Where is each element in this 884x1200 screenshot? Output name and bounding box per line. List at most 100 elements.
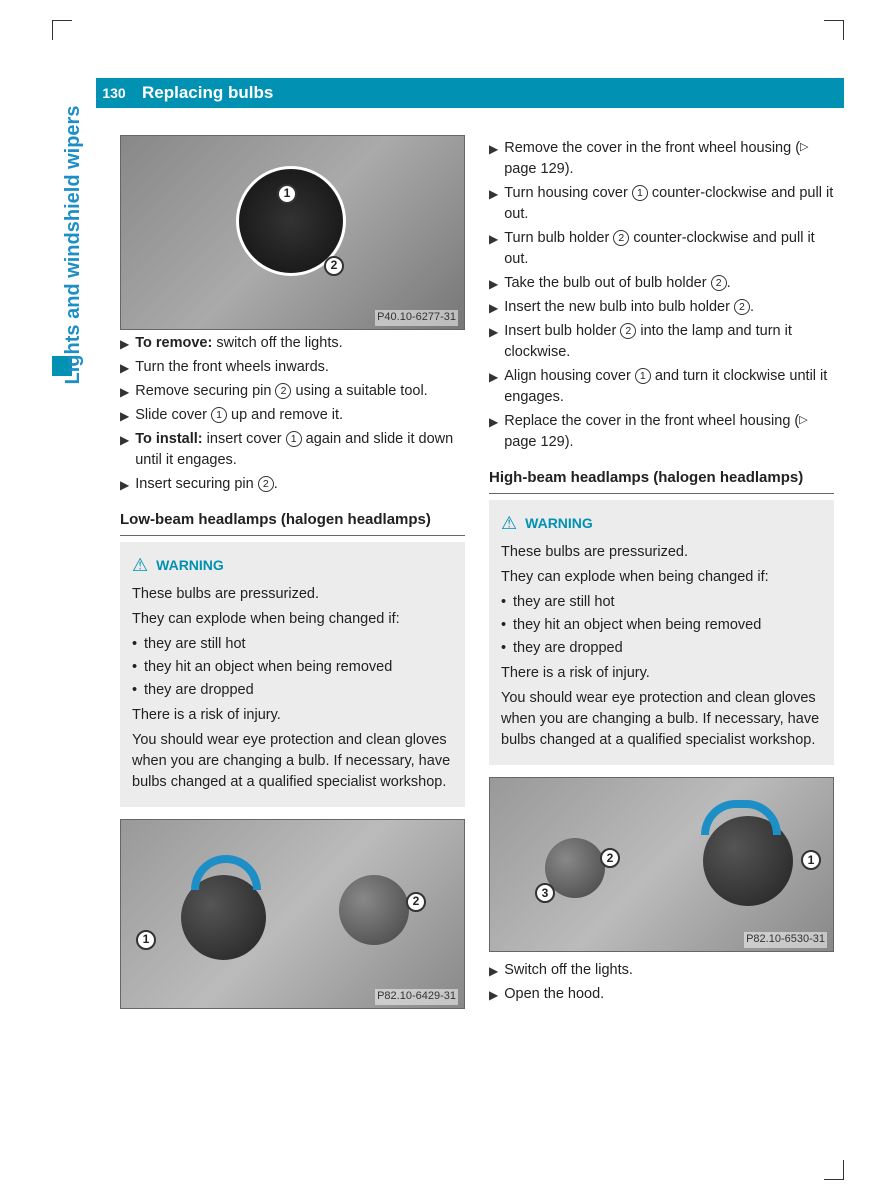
step-item: ▶Slide cover 1 up and remove it. xyxy=(120,405,465,426)
step-text: Replace the cover in the front wheel hou… xyxy=(504,413,799,429)
warning-box: ⚠ WARNING These bulbs are pressurized. T… xyxy=(120,542,465,807)
step-text: page 129). xyxy=(504,434,573,450)
figure-label: P82.10-6530-31 xyxy=(744,932,827,948)
warning-text: There is a risk of injury. xyxy=(132,705,453,726)
ref-2: 2 xyxy=(620,323,636,339)
warning-li: they are dropped xyxy=(132,680,453,701)
callout-1: 1 xyxy=(136,930,156,950)
step-text: Slide cover xyxy=(135,407,211,423)
warning-text: These bulbs are pressurized. xyxy=(501,542,822,563)
step-item: ▶Align housing cover 1 and turn it clock… xyxy=(489,366,834,408)
figure-low-beam: 1 2 P82.10-6429-31 xyxy=(120,819,465,1009)
ref-1: 1 xyxy=(632,185,648,201)
warning-li: they hit an object when being removed xyxy=(132,657,453,678)
step-text: Turn the front wheels inwards. xyxy=(135,357,465,378)
warning-li: they are still hot xyxy=(132,634,453,655)
warning-icon: ⚠ xyxy=(501,510,517,536)
crop-mark xyxy=(824,1160,844,1180)
ref-1: 1 xyxy=(211,407,227,423)
step-item: ▶Switch off the lights. xyxy=(489,960,834,981)
step-item: ▶Remove securing pin 2 using a suitable … xyxy=(120,381,465,402)
rotation-arrow xyxy=(701,800,781,835)
figure-wheel-cover: 1 2 P40.10-6277-31 xyxy=(120,135,465,330)
ref-2: 2 xyxy=(258,476,274,492)
ref-2: 2 xyxy=(613,230,629,246)
ref-triangle: ▷ xyxy=(799,413,807,429)
warning-header: ⚠ WARNING xyxy=(501,510,822,536)
step-bold: To remove: xyxy=(135,335,212,351)
ref-1: 1 xyxy=(286,431,302,447)
ref-2: 2 xyxy=(734,299,750,315)
warning-header: ⚠ WARNING xyxy=(132,552,453,578)
step-text: Insert bulb holder xyxy=(504,323,620,339)
step-text: . xyxy=(750,299,754,315)
warning-text: There is a risk of injury. xyxy=(501,663,822,684)
step-text: Insert securing pin xyxy=(135,476,258,492)
figure-label: P82.10-6429-31 xyxy=(375,989,458,1005)
crop-mark xyxy=(824,20,844,40)
warning-text: They can explode when being changed if: xyxy=(501,567,822,588)
step-item: ▶Insert bulb holder 2 into the lamp and … xyxy=(489,321,834,363)
callout-2: 2 xyxy=(406,892,426,912)
step-item: ▶Remove the cover in the front wheel hou… xyxy=(489,138,834,180)
manual-page: 130 Replacing bulbs Lights and windshiel… xyxy=(0,0,884,1200)
right-column: ▶Remove the cover in the front wheel hou… xyxy=(489,135,834,1150)
step-text: up and remove it. xyxy=(227,407,343,423)
warning-text: They can explode when being changed if: xyxy=(132,609,453,630)
figure-high-beam: 1 2 3 P82.10-6530-31 xyxy=(489,777,834,952)
warning-title: WARNING xyxy=(525,513,593,533)
step-text: insert cover xyxy=(203,431,286,447)
warning-text: These bulbs are pressurized. xyxy=(132,584,453,605)
step-item: ▶To remove: switch off the lights. xyxy=(120,333,465,354)
figure-label: P40.10-6277-31 xyxy=(375,310,458,326)
content-area: 1 2 P40.10-6277-31 ▶To remove: switch of… xyxy=(120,135,834,1150)
callout-2: 2 xyxy=(600,848,620,868)
step-item: ▶Insert the new bulb into bulb holder 2. xyxy=(489,297,834,318)
step-text: switch off the lights. xyxy=(212,335,342,351)
warning-list: they are still hot they hit an object wh… xyxy=(132,634,453,701)
warning-li: they are still hot xyxy=(501,592,822,613)
callout-1: 1 xyxy=(277,184,297,204)
page-title: Replacing bulbs xyxy=(142,83,273,103)
step-bold: To install: xyxy=(135,431,202,447)
step-text: Turn bulb holder xyxy=(504,230,613,246)
step-text: . xyxy=(727,275,731,291)
rotation-arrow xyxy=(191,855,261,890)
warning-li: they are dropped xyxy=(501,638,822,659)
warning-li: they hit an object when being removed xyxy=(501,615,822,636)
section-heading-low-beam: Low-beam headlamps (halogen headlamps) xyxy=(120,509,465,536)
section-heading-high-beam: High-beam headlamps (halogen headlamps) xyxy=(489,467,834,494)
step-text: Remove the cover in the front wheel hous… xyxy=(504,140,800,156)
callout-2: 2 xyxy=(324,256,344,276)
section-label: Lights and windshield wipers xyxy=(62,90,85,400)
step-item: ▶Insert securing pin 2. xyxy=(120,474,465,495)
warning-text: You should wear eye protection and clean… xyxy=(132,730,453,793)
step-text: page 129). xyxy=(504,161,573,177)
step-text: Remove securing pin xyxy=(135,383,275,399)
step-text: Insert the new bulb into bulb holder xyxy=(504,299,734,315)
step-text: using a suitable tool. xyxy=(291,383,427,399)
step-item: ▶Replace the cover in the front wheel ho… xyxy=(489,411,834,453)
step-item: ▶Turn bulb holder 2 counter-clockwise an… xyxy=(489,228,834,270)
left-column: 1 2 P40.10-6277-31 ▶To remove: switch of… xyxy=(120,135,465,1150)
page-number: 130 xyxy=(96,78,132,108)
step-item: ▶To install: insert cover 1 again and sl… xyxy=(120,429,465,471)
step-text: Switch off the lights. xyxy=(504,960,834,981)
step-item: ▶Open the hood. xyxy=(489,984,834,1005)
warning-box: ⚠ WARNING These bulbs are pressurized. T… xyxy=(489,500,834,765)
page-header: 130 Replacing bulbs xyxy=(96,78,844,108)
ref-2: 2 xyxy=(275,383,291,399)
step-text: Take the bulb out of bulb holder xyxy=(504,275,710,291)
ref-1: 1 xyxy=(635,368,651,384)
warning-icon: ⚠ xyxy=(132,552,148,578)
crop-mark xyxy=(52,20,72,40)
step-item: ▶Turn the front wheels inwards. xyxy=(120,357,465,378)
step-text: Turn housing cover xyxy=(504,185,632,201)
housing-circle xyxy=(339,875,409,945)
warning-title: WARNING xyxy=(156,555,224,575)
step-item: ▶Turn housing cover 1 counter-clockwise … xyxy=(489,183,834,225)
step-text: Open the hood. xyxy=(504,984,834,1005)
callout-3: 3 xyxy=(535,883,555,903)
ref-triangle: ▷ xyxy=(800,140,808,156)
ref-2: 2 xyxy=(711,275,727,291)
